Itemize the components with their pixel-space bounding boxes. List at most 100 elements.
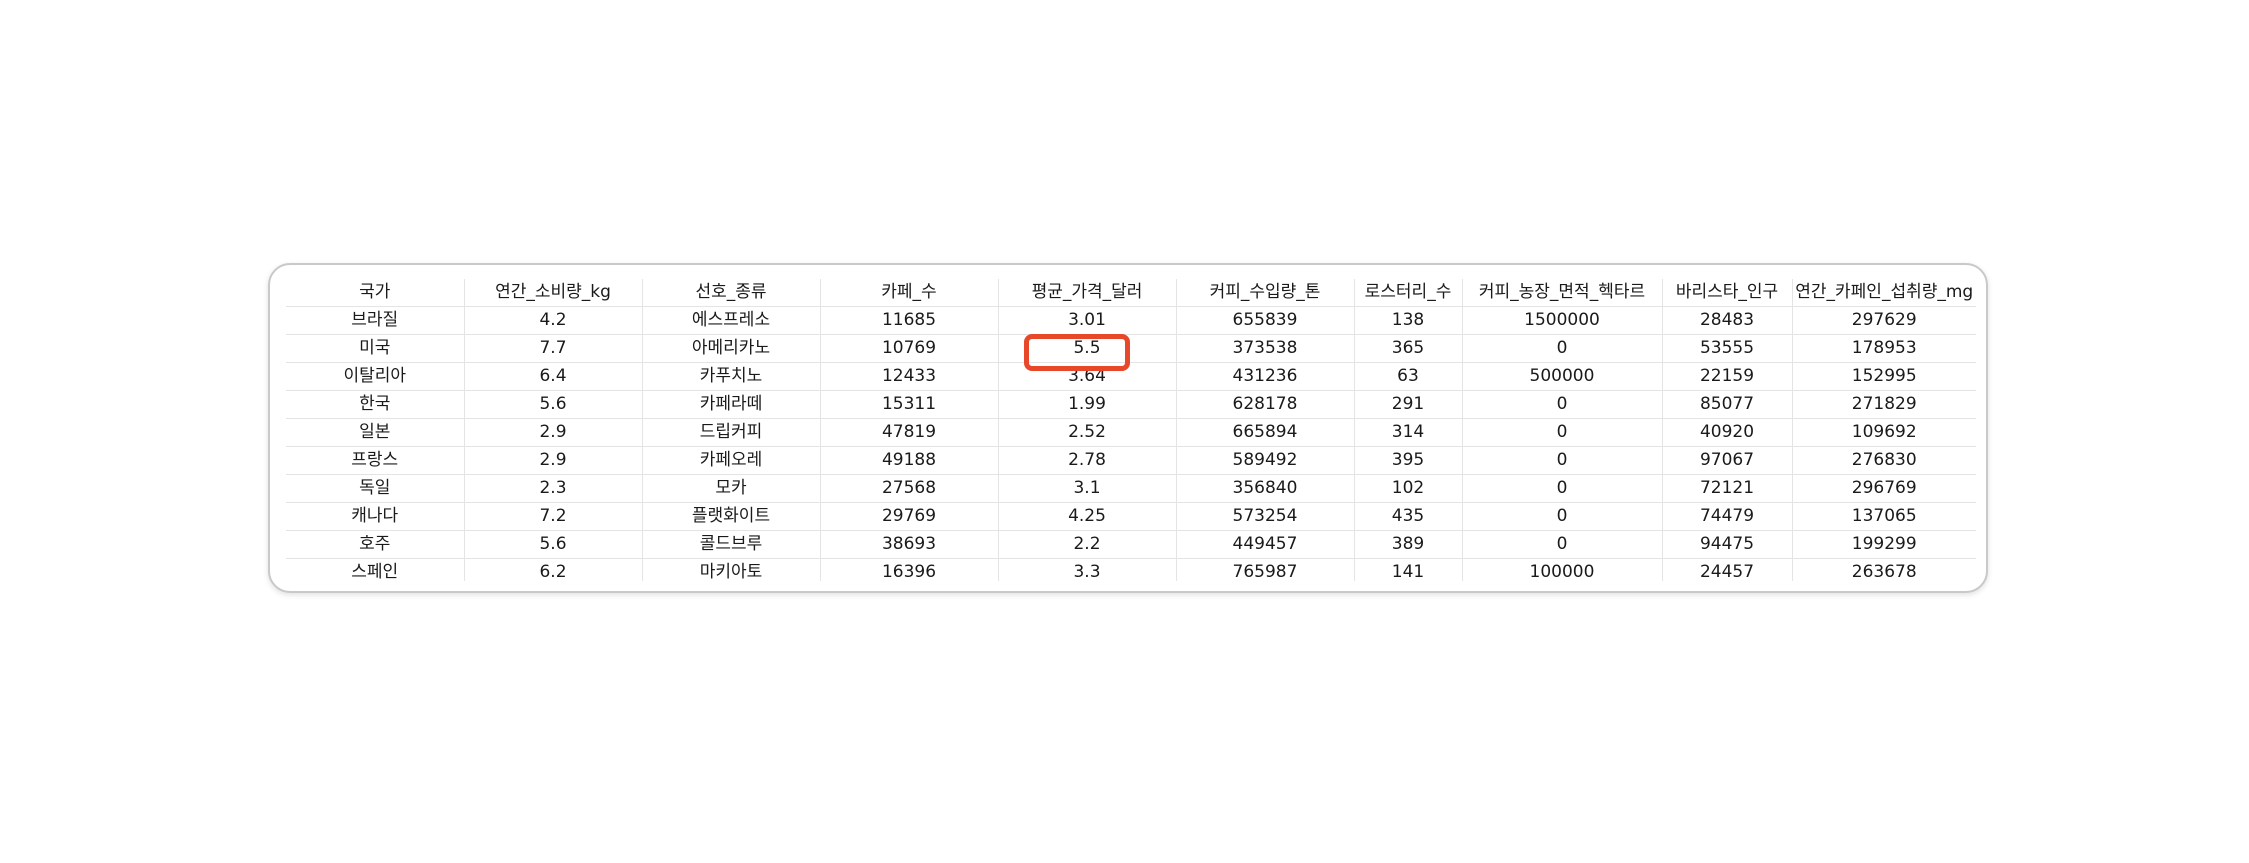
table-cell[interactable]: 5.6 (464, 530, 643, 559)
table-cell[interactable]: 플랫화이트 (642, 502, 821, 531)
table-cell[interactable]: 스페인 (286, 558, 465, 581)
table-cell[interactable]: 콜드브루 (642, 530, 821, 559)
table-cell[interactable]: 22159 (1662, 362, 1793, 391)
table-cell[interactable]: 53555 (1662, 334, 1793, 363)
table-cell[interactable]: 2.9 (464, 446, 643, 475)
table-cell[interactable]: 10769 (820, 334, 999, 363)
table-cell[interactable]: 356840 (1176, 474, 1355, 503)
table-cell[interactable]: 11685 (820, 306, 999, 335)
table-cell[interactable]: 독일 (286, 474, 465, 503)
table-cell[interactable]: 미국 (286, 334, 465, 363)
table-cell[interactable]: 2.78 (998, 446, 1177, 475)
table-cell[interactable]: 296769 (1792, 474, 1976, 503)
table-cell[interactable]: 캐나다 (286, 502, 465, 531)
table-cell[interactable]: 카푸치노 (642, 362, 821, 391)
table-cell[interactable]: 이탈리아 (286, 362, 465, 391)
table-cell[interactable]: 297629 (1792, 306, 1976, 335)
table-cell[interactable]: 3.3 (998, 558, 1177, 581)
table-cell[interactable]: 395 (1354, 446, 1463, 475)
column-header[interactable]: 선호_종류 (642, 279, 821, 307)
table-cell[interactable]: 24457 (1662, 558, 1793, 581)
table-cell[interactable]: 263678 (1851, 562, 1917, 581)
column-header[interactable]: 카페_수 (820, 279, 999, 307)
table-cell[interactable]: 138 (1354, 306, 1463, 335)
table-cell[interactable]: 카페라떼 (642, 390, 821, 419)
table-cell[interactable]: 85077 (1662, 390, 1793, 419)
table-cell[interactable]: 5.6 (464, 390, 643, 419)
table-cell[interactable]: 74479 (1662, 502, 1793, 531)
table-cell[interactable]: 모카 (642, 474, 821, 503)
table-cell[interactable]: 0 (1462, 530, 1663, 559)
table-cell[interactable]: 15311 (820, 390, 999, 419)
column-header[interactable]: 연간_카페인_섭취량_mg (1792, 279, 1976, 307)
table-cell[interactable]: 0 (1462, 418, 1663, 447)
table-cell[interactable]: 5.5 (998, 334, 1177, 363)
table-cell[interactable]: 141 (1354, 558, 1463, 581)
column-header[interactable]: 연간_소비량_kg (464, 279, 643, 307)
table-cell[interactable]: 589492 (1176, 446, 1355, 475)
table-cell[interactable]: 109692 (1792, 418, 1976, 447)
table-cell[interactable]: 178953 (1792, 334, 1976, 363)
table-cell[interactable]: 94475 (1662, 530, 1793, 559)
column-header[interactable]: 국가 (286, 279, 465, 307)
table-cell[interactable]: 1500000 (1462, 306, 1663, 335)
table-cell[interactable]: 431236 (1176, 362, 1355, 391)
table-cell[interactable]: 0 (1462, 502, 1663, 531)
table-cell[interactable]: 호주 (286, 530, 465, 559)
table-cell[interactable]: 2.9 (464, 418, 643, 447)
table-cell[interactable]: 373538 (1176, 334, 1355, 363)
table-cell[interactable]: 38693 (820, 530, 999, 559)
table-cell[interactable]: 3.1 (998, 474, 1177, 503)
table-cell[interactable]: 40920 (1662, 418, 1793, 447)
table-cell[interactable]: 28483 (1662, 306, 1793, 335)
table-cell[interactable]: 665894 (1176, 418, 1355, 447)
table-cell[interactable]: 한국 (286, 390, 465, 419)
table-cell[interactable]: 6.2 (464, 558, 643, 581)
table-cell[interactable]: 291 (1354, 390, 1463, 419)
table-cell[interactable]: 16396 (820, 558, 999, 581)
table-cell[interactable]: 3.64 (998, 362, 1177, 391)
table-cell[interactable]: 일본 (286, 418, 465, 447)
table-cell[interactable]: 365 (1354, 334, 1463, 363)
table-cell[interactable]: 0 (1462, 390, 1663, 419)
table-cell[interactable]: 7.7 (464, 334, 643, 363)
table-cell[interactable]: 137065 (1792, 502, 1976, 531)
table-cell[interactable]: 12433 (820, 362, 999, 391)
table-cell[interactable]: 2.3 (464, 474, 643, 503)
table-cell[interactable]: 152995 (1792, 362, 1976, 391)
table-cell[interactable]: 49188 (820, 446, 999, 475)
table-cell[interactable]: 7.2 (464, 502, 643, 531)
table-cell[interactable]: 389 (1354, 530, 1463, 559)
table-cell[interactable]: 199299 (1792, 530, 1976, 559)
column-header[interactable]: 평균_가격_달러 (998, 279, 1177, 307)
table-cell[interactable]: 628178 (1176, 390, 1355, 419)
table-cell[interactable]: 29769 (820, 502, 999, 531)
column-header[interactable]: 로스터리_수 (1354, 279, 1463, 307)
table-cell[interactable]: 0 (1462, 474, 1663, 503)
table-cell[interactable]: 0 (1462, 446, 1663, 475)
table-cell[interactable]: 프랑스 (286, 446, 465, 475)
table-cell[interactable]: 2.52 (998, 418, 1177, 447)
table-cell[interactable]: 47819 (820, 418, 999, 447)
table-cell[interactable]: 271829 (1792, 390, 1976, 419)
table-cell[interactable]: 6.4 (464, 362, 643, 391)
table-cell[interactable]: 4.25 (998, 502, 1177, 531)
table-cell[interactable]: 63 (1354, 362, 1463, 391)
table-cell[interactable]: 655839 (1176, 306, 1355, 335)
table-cell[interactable]: 102 (1354, 474, 1463, 503)
table-cell[interactable]: 765987 (1176, 558, 1355, 581)
table-cell[interactable]: 27568 (820, 474, 999, 503)
table-cell[interactable]: 72121 (1662, 474, 1793, 503)
table-cell[interactable]: 브라질 (286, 306, 465, 335)
table-cell[interactable]: 276830 (1792, 446, 1976, 475)
table-cell[interactable]: 아메리카노 (642, 334, 821, 363)
table-cell[interactable]: 500000 (1462, 362, 1663, 391)
column-header[interactable]: 커피_농장_면적_헥타르 (1462, 279, 1663, 307)
table-cell[interactable]: 449457 (1176, 530, 1355, 559)
table-cell[interactable]: 마키아토 (642, 558, 821, 581)
table-cell[interactable]: 573254 (1176, 502, 1355, 531)
table-cell[interactable]: 100000 (1462, 558, 1663, 581)
table-cell[interactable]: 97067 (1662, 446, 1793, 475)
table-cell[interactable]: 3.01 (998, 306, 1177, 335)
table-cell[interactable]: 드립커피 (642, 418, 821, 447)
